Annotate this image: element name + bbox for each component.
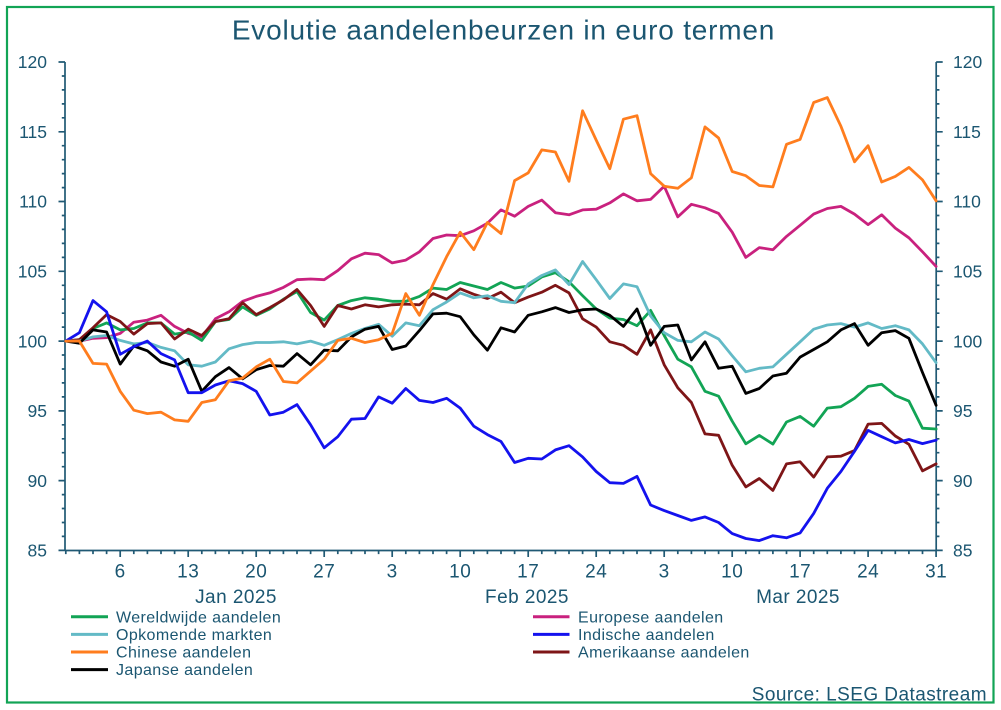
svg-text:Opkomende markten: Opkomende markten [116,627,272,644]
svg-text:17: 17 [517,562,539,583]
svg-text:24: 24 [857,562,879,583]
svg-text:Source: LSEG Datastream: Source: LSEG Datastream [752,684,987,705]
svg-text:17: 17 [789,562,811,583]
svg-text:120: 120 [953,52,982,72]
svg-text:3: 3 [659,562,670,583]
svg-text:115: 115 [19,122,47,142]
svg-text:13: 13 [177,562,199,583]
svg-text:90: 90 [28,471,48,491]
svg-text:110: 110 [19,192,47,212]
svg-text:95: 95 [953,401,972,421]
svg-text:Chinese aandelen: Chinese aandelen [116,645,251,662]
svg-text:85: 85 [953,541,972,561]
svg-text:Amerikaanse aandelen: Amerikaanse aandelen [578,645,750,662]
svg-text:90: 90 [953,471,973,491]
svg-text:Europese aandelen: Europese aandelen [578,609,724,626]
svg-text:85: 85 [28,541,47,561]
svg-text:Wereldwijde aandelen: Wereldwijde aandelen [116,609,281,626]
svg-text:95: 95 [28,401,47,421]
svg-text:115: 115 [953,122,981,142]
svg-text:110: 110 [953,192,981,212]
svg-text:105: 105 [953,262,982,282]
svg-text:10: 10 [449,562,471,583]
svg-text:6: 6 [115,562,126,583]
svg-text:24: 24 [585,562,607,583]
svg-text:3: 3 [387,562,398,583]
svg-text:27: 27 [313,562,335,583]
svg-text:Evolutie aandelenbeurzen in eu: Evolutie aandelenbeurzen in euro termen [232,15,775,46]
svg-text:105: 105 [18,262,47,282]
svg-text:100: 100 [18,331,47,351]
svg-text:100: 100 [953,331,982,351]
svg-text:Jan 2025: Jan 2025 [195,587,277,608]
svg-text:Japanse aandelen: Japanse aandelen [116,662,253,679]
svg-text:120: 120 [18,52,47,72]
svg-text:10: 10 [721,562,743,583]
svg-text:31: 31 [925,562,947,583]
svg-text:Indische aandelen: Indische aandelen [578,627,715,644]
svg-text:Mar 2025: Mar 2025 [756,587,840,608]
svg-text:20: 20 [245,562,267,583]
svg-text:Feb 2025: Feb 2025 [485,587,569,608]
